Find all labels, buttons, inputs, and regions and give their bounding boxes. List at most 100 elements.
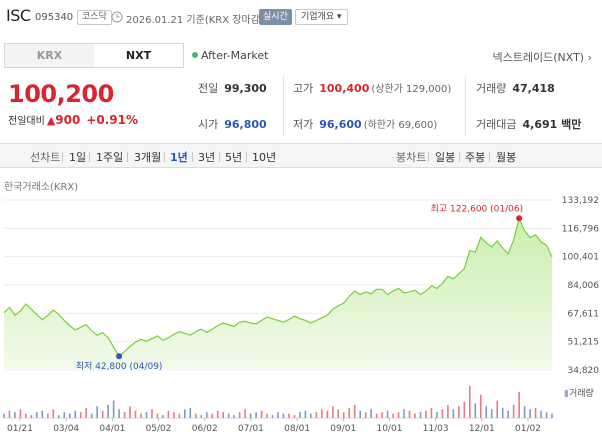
volume-bar bbox=[425, 410, 427, 418]
stock-name: ISC bbox=[6, 6, 31, 25]
tab-krx[interactable]: KRX bbox=[36, 49, 63, 62]
range-1w[interactable]: 1주일 bbox=[96, 151, 124, 164]
volume-bar bbox=[386, 410, 389, 418]
volume-bar bbox=[436, 412, 438, 418]
stat-value: 100,400 bbox=[319, 82, 370, 95]
candle-weekly[interactable]: 주봉 bbox=[465, 151, 486, 164]
x-tick-label: 08/01 bbox=[284, 424, 310, 434]
volume-bar bbox=[293, 415, 296, 418]
divider bbox=[89, 152, 90, 162]
volume-bar bbox=[112, 400, 115, 418]
base-date: 2026.01.21 기준(KRX 장마감) bbox=[126, 15, 264, 26]
price-line bbox=[3, 216, 553, 358]
x-tick-label: 01/21 bbox=[7, 424, 33, 434]
volume-bar bbox=[8, 410, 11, 418]
volume-bar bbox=[353, 404, 356, 418]
volume-bar bbox=[342, 412, 345, 418]
volume-bar bbox=[479, 394, 482, 418]
volume-bar bbox=[118, 409, 120, 418]
divider bbox=[219, 152, 220, 162]
range-3y[interactable]: 3년 bbox=[198, 151, 216, 164]
price-change: 전일대비 ▲900 +0.91% bbox=[8, 112, 138, 127]
volume-bar bbox=[288, 413, 290, 418]
volume-bar bbox=[277, 412, 279, 418]
volume-bar bbox=[271, 415, 274, 418]
volume-bar bbox=[501, 407, 504, 418]
volume-bar bbox=[332, 406, 334, 418]
volume-bar bbox=[490, 409, 493, 418]
volume-bar bbox=[364, 412, 367, 418]
x-tick-label: 09/01 bbox=[330, 424, 356, 434]
nextrade-link[interactable]: 넥스트레이드(NXT) › bbox=[492, 51, 593, 64]
volume-bar bbox=[441, 409, 444, 418]
stat-volume: 거래량 47,418 bbox=[476, 80, 555, 96]
volume-bar bbox=[375, 413, 378, 418]
price-area bbox=[4, 218, 552, 370]
volume-bar bbox=[392, 413, 394, 418]
volume-bar bbox=[452, 409, 455, 418]
volume-bar bbox=[227, 413, 230, 418]
volume-bar bbox=[189, 407, 192, 418]
divider bbox=[459, 152, 460, 162]
stock-header: ISC 095340 코스닥 2026.01.21 기준(KRX 장마감) 실시… bbox=[0, 0, 602, 34]
volume-bar bbox=[140, 413, 142, 418]
volume-bar bbox=[195, 413, 197, 418]
stat-value: 96,600 bbox=[319, 118, 362, 131]
stat-low: 저가 96,600 (하한가 69,600) bbox=[293, 116, 437, 132]
volume-bar bbox=[321, 409, 323, 418]
divider bbox=[62, 152, 63, 162]
volume-bar bbox=[68, 413, 71, 418]
volume-bar bbox=[299, 412, 301, 418]
volume-bar bbox=[266, 413, 268, 418]
volume-bar bbox=[370, 409, 372, 418]
stat-label: 거래대금 bbox=[476, 118, 517, 131]
volume-bar bbox=[397, 412, 400, 418]
volume-bar bbox=[469, 386, 471, 418]
candle-chart-toggle[interactable]: 봉차트 bbox=[396, 151, 427, 164]
volume-bar bbox=[216, 410, 219, 418]
divider bbox=[283, 76, 284, 136]
volume-bar bbox=[145, 412, 148, 418]
line-chart-toggle[interactable]: 선차트 bbox=[30, 151, 61, 164]
range-10y[interactable]: 10년 bbox=[252, 151, 277, 164]
volume-bar bbox=[447, 404, 449, 418]
period-toolbar: 선차트 1일 1주일 3개월 1년 3년 5년 10년 봉차트 일봉 주봉 월봉 bbox=[0, 143, 602, 168]
tab-nxt[interactable]: NXT bbox=[94, 44, 183, 67]
chart-source: 한국거래소(KRX) bbox=[4, 182, 79, 193]
price-chart[interactable]: 133,192 116,796 100,401 84,006 67,611 51,215 3… bbox=[0, 190, 602, 440]
divider bbox=[192, 152, 193, 162]
volume-bar bbox=[507, 410, 509, 418]
range-5y[interactable]: 5년 bbox=[225, 151, 243, 164]
stat-label: 전일 bbox=[198, 82, 219, 95]
volume-bar bbox=[512, 404, 515, 418]
realtime-button[interactable]: 실시간 bbox=[259, 9, 292, 25]
range-1d[interactable]: 1일 bbox=[69, 151, 87, 164]
divider bbox=[428, 152, 429, 162]
change-percent: +0.91% bbox=[86, 113, 139, 127]
stat-value: 4,691 백만 bbox=[522, 118, 582, 131]
volume-bar bbox=[458, 406, 460, 418]
stat-prev-close: 전일 99,300 bbox=[198, 80, 267, 96]
volume-bar bbox=[123, 412, 126, 418]
range-3m[interactable]: 3개월 bbox=[134, 151, 162, 164]
stat-amount: 거래대금 4,691 백만 bbox=[476, 116, 581, 132]
x-tick-label: 01/02 bbox=[515, 424, 541, 434]
x-tick-label: 11/03 bbox=[423, 424, 449, 434]
candle-monthly[interactable]: 월봉 bbox=[496, 151, 517, 164]
volume-bar bbox=[173, 412, 175, 418]
volume-bar bbox=[47, 413, 49, 418]
y-tick-label: 51,215 bbox=[568, 338, 600, 348]
x-tick-label: 05/02 bbox=[146, 424, 172, 434]
stock-code: 095340 bbox=[35, 12, 74, 23]
volume-bar bbox=[238, 412, 241, 418]
after-market-indicator: After-Market bbox=[192, 49, 269, 62]
candle-daily[interactable]: 일봉 bbox=[435, 151, 456, 164]
range-1y[interactable]: 1년 bbox=[170, 151, 188, 164]
company-overview-dropdown[interactable]: 기업개요 ▾ bbox=[295, 9, 348, 25]
volume-bar bbox=[496, 400, 498, 418]
volume-bar bbox=[211, 413, 214, 418]
y-tick-label: 67,611 bbox=[568, 309, 600, 319]
volume-bar bbox=[129, 406, 131, 418]
volume-bar bbox=[545, 412, 548, 418]
volume-bar bbox=[58, 415, 60, 418]
